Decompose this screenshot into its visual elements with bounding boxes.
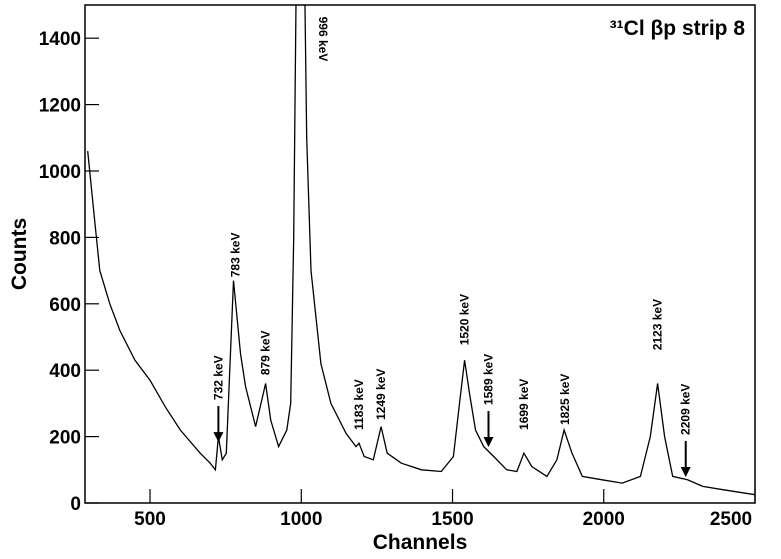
x-axis-label: Channels bbox=[373, 531, 468, 554]
peak-label: 783 keV bbox=[228, 233, 242, 278]
y-tick-label: 1200 bbox=[39, 96, 81, 117]
peak-label: 1589 keV bbox=[482, 354, 496, 405]
spectrum-line bbox=[87, 5, 755, 496]
peak-label: 2209 keV bbox=[679, 384, 693, 435]
plot-frame bbox=[84, 4, 756, 504]
y-tick-label: 200 bbox=[49, 428, 81, 449]
peak-label: 879 keV bbox=[259, 330, 273, 375]
arrow-head bbox=[483, 437, 494, 448]
x-tick-label: 2000 bbox=[583, 509, 625, 530]
peak-label: 1249 keV bbox=[374, 369, 388, 420]
peak-label: 732 keV bbox=[211, 355, 225, 400]
peak-label: 1183 keV bbox=[352, 379, 366, 430]
y-tick-label: 800 bbox=[49, 228, 81, 249]
peak-label: 1825 keV bbox=[558, 374, 572, 425]
x-tick-label: 2500 bbox=[710, 509, 752, 530]
arrow-head bbox=[680, 466, 691, 477]
peak-label: 996 keV bbox=[316, 17, 330, 62]
y-tick-label: 600 bbox=[49, 295, 81, 316]
chart-title: ³¹Cl βp strip 8 bbox=[610, 17, 746, 40]
y-axis-label: Counts bbox=[8, 218, 31, 290]
y-tick-label: 1000 bbox=[39, 162, 81, 183]
peak-label: 2123 keV bbox=[651, 299, 665, 350]
x-tick-label: 1000 bbox=[280, 509, 322, 530]
x-tick-label: 500 bbox=[134, 509, 166, 530]
peak-label: 1699 keV bbox=[517, 379, 531, 430]
peak-label: 1520 keV bbox=[458, 294, 472, 345]
y-tick-label: 400 bbox=[49, 361, 81, 382]
arrow-head bbox=[213, 432, 224, 443]
x-tick-label: 1500 bbox=[431, 509, 473, 530]
y-tick-label: 1400 bbox=[39, 29, 81, 50]
y-tick-label: 0 bbox=[70, 494, 81, 515]
